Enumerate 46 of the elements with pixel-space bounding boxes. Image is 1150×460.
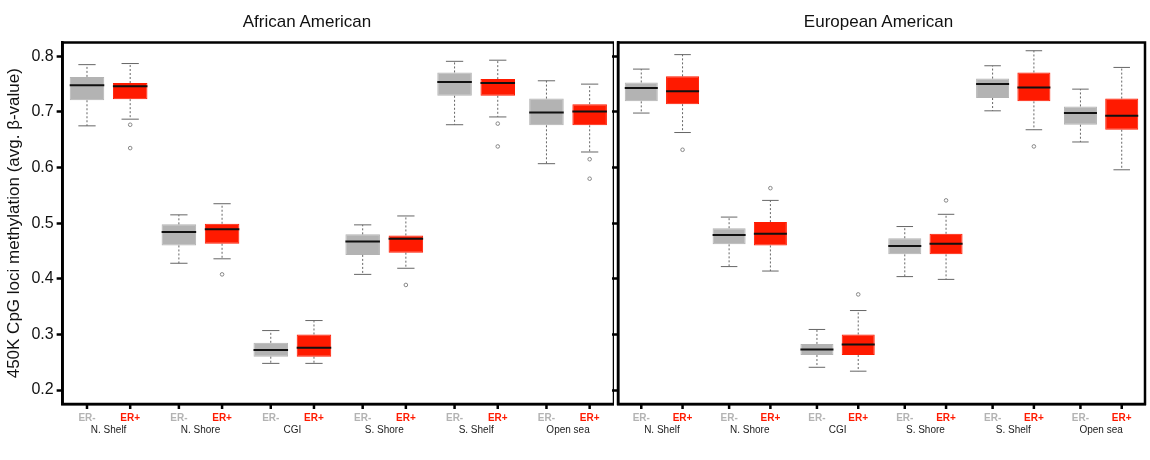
text: ER+ bbox=[760, 411, 781, 423]
x-tick-label: N. Shelf bbox=[90, 423, 127, 435]
y-tick-label: 0.7 bbox=[31, 102, 54, 120]
y-tick-label: 0.2 bbox=[31, 380, 54, 398]
text: ER- bbox=[445, 411, 464, 423]
text: ER- bbox=[78, 411, 96, 423]
text: ER+ bbox=[1024, 411, 1044, 423]
text: ER+ bbox=[396, 411, 416, 423]
x-tick-label: CGI bbox=[283, 423, 302, 435]
x-tick-label: S. Shore bbox=[905, 423, 946, 435]
x-tick-label: S. Shore bbox=[364, 423, 405, 435]
text: ER- bbox=[262, 411, 280, 423]
x-tick-label: S. Shelf bbox=[458, 423, 494, 435]
y-tick-label: 0.6 bbox=[31, 157, 54, 175]
text: ER- bbox=[1071, 411, 1090, 423]
text: ER+ bbox=[579, 411, 600, 423]
y-tick-label: 0.3 bbox=[31, 324, 54, 342]
text: ER- bbox=[537, 411, 556, 423]
x-tick-label: N. Shelf bbox=[644, 423, 680, 435]
text: ER+ bbox=[936, 411, 956, 423]
x-tick-label: S. Shelf bbox=[995, 423, 1031, 435]
text: ER+ bbox=[212, 411, 232, 423]
text: ER- bbox=[983, 411, 1002, 423]
text: ER- bbox=[354, 411, 372, 423]
text: ER+ bbox=[848, 411, 869, 423]
chart-title: European American bbox=[803, 11, 954, 31]
x-tick-label: N. Shore bbox=[730, 423, 770, 435]
text: ER+ bbox=[487, 411, 508, 423]
x-tick-label: Open sea bbox=[1079, 423, 1124, 435]
text: ER- bbox=[632, 411, 650, 423]
text: ER+ bbox=[672, 411, 693, 423]
text: ER- bbox=[896, 411, 914, 423]
x-tick-label: N. Shore bbox=[180, 423, 221, 435]
y-tick-label: 0.4 bbox=[31, 269, 54, 287]
text: ER- bbox=[170, 411, 188, 423]
y-tick-label: 0.8 bbox=[31, 46, 54, 64]
x-tick-label: CGI bbox=[828, 423, 847, 435]
text: ER+ bbox=[304, 411, 324, 423]
x-tick-label: Open sea bbox=[546, 423, 591, 435]
y-tick-label: 0.5 bbox=[31, 213, 54, 231]
text: ER- bbox=[720, 411, 738, 423]
text: ER- bbox=[808, 411, 826, 423]
text: ER+ bbox=[120, 411, 141, 423]
chart-title: African American bbox=[242, 11, 372, 31]
y-axis-title: 450K CpG loci methylation (avg. β-value) bbox=[3, 68, 23, 379]
text: ER+ bbox=[1111, 411, 1132, 423]
